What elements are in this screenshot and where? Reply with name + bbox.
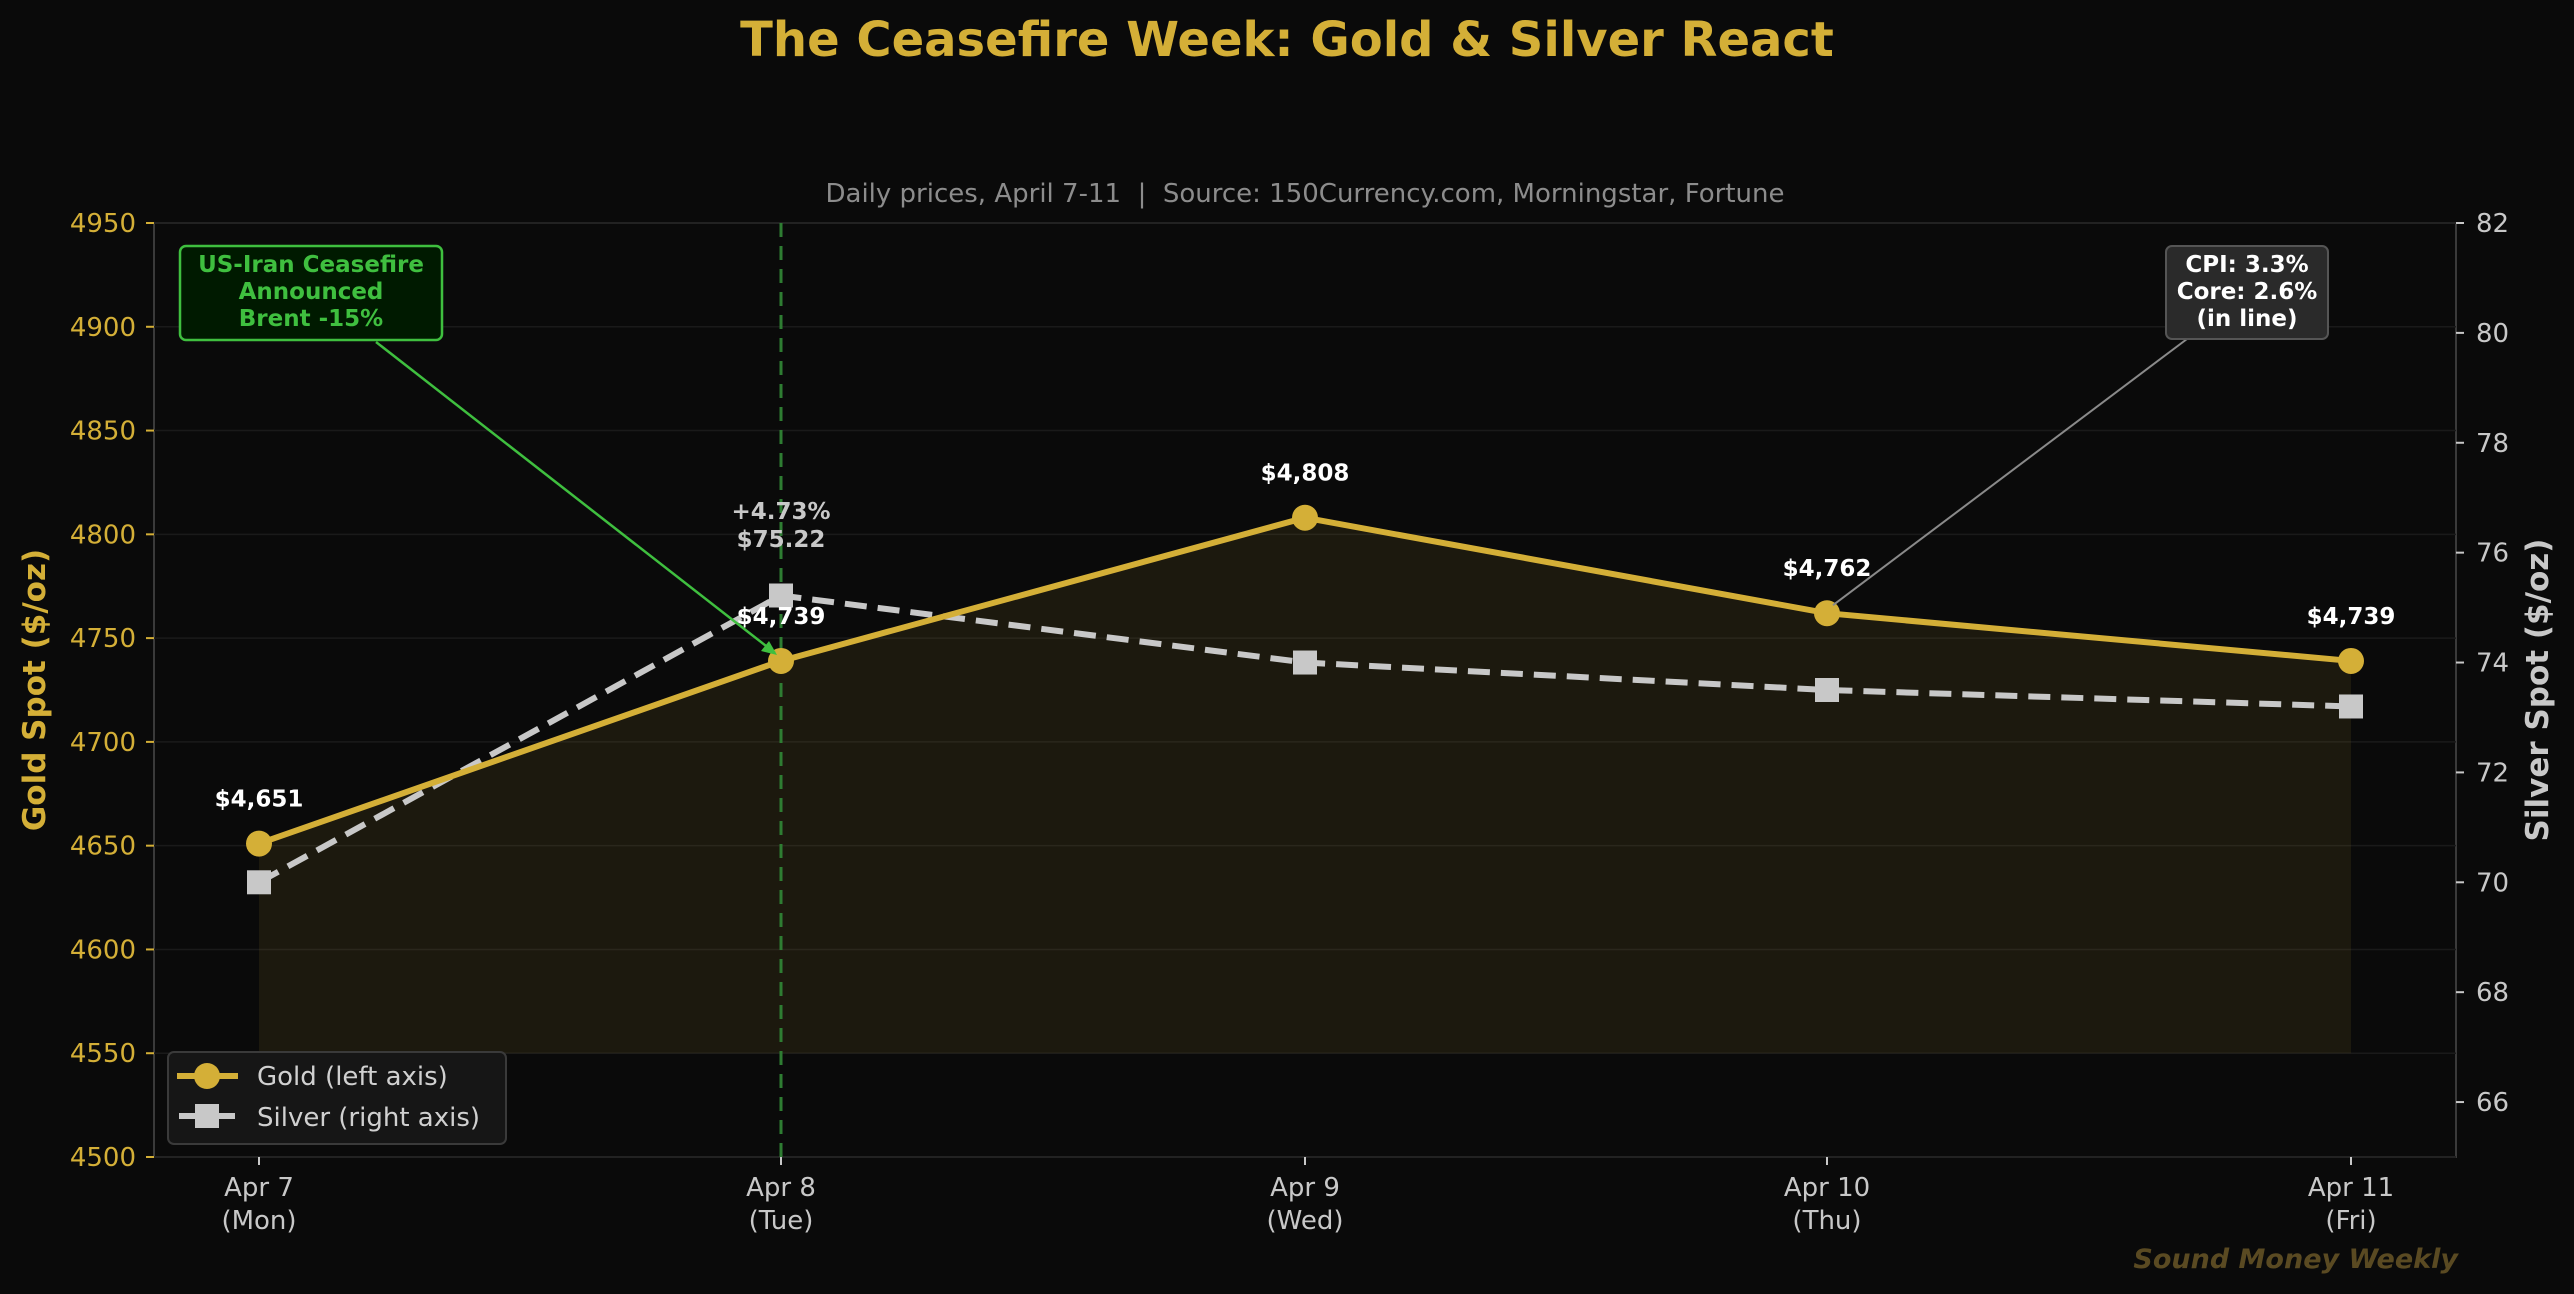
- legend-gold-label: Gold (left axis): [257, 1062, 448, 1092]
- silver-point: [247, 870, 271, 895]
- gold-point: [2338, 647, 2364, 674]
- gold-point: [1292, 504, 1318, 531]
- y-axis-label-right: Silver Spot ($/oz): [2520, 539, 2556, 842]
- ceasefire-annotation-box: [178, 244, 444, 342]
- y2-tick-label: 68: [2476, 978, 2509, 1008]
- silver-point: [1815, 678, 1839, 702]
- legend-gold-marker: [194, 1063, 220, 1089]
- arrow-head-icon: [761, 640, 777, 655]
- y2-tick-label: 76: [2476, 539, 2509, 569]
- chart-title: The Ceasefire Week: Gold & Silver React: [740, 12, 1834, 68]
- y2-tick-label: 82: [2476, 209, 2509, 239]
- y2-tick-label: 66: [2476, 1088, 2509, 1118]
- chart-subtitle: Daily prices, April 7-11 | Source: 150Cu…: [826, 179, 1785, 209]
- gold-data-label: $4,808: [1261, 461, 1350, 487]
- gold-point: [1814, 600, 1840, 627]
- cpi-annotation-text: Core: 2.6%: [2177, 279, 2318, 305]
- y-axis-label-left: Gold Spot ($/oz): [17, 549, 53, 831]
- y2-tick-label: 72: [2476, 758, 2509, 788]
- cpi-annotation-box: [2165, 245, 2329, 340]
- cpi-annotation-text: CPI: 3.3%: [2185, 252, 2308, 278]
- silver-point: [2339, 694, 2363, 719]
- ceasefire-annotation-text: Announced: [239, 279, 384, 305]
- x-tick-label: Apr 11: [2308, 1173, 2394, 1203]
- y-tick-label: 4500: [70, 1143, 136, 1173]
- x-tick-label: Apr 8: [746, 1173, 816, 1203]
- legend: [167, 1051, 507, 1145]
- legend-silver-label: Silver (right axis): [257, 1103, 480, 1133]
- y-tick-label: 4650: [70, 832, 136, 862]
- y-tick-label: 4550: [70, 1039, 136, 1069]
- y2-tick-label: 78: [2476, 429, 2509, 459]
- cpi-arrow: [1832, 338, 2188, 607]
- y2-tick-label: 80: [2476, 319, 2509, 349]
- ceasefire-arrow: [375, 341, 776, 654]
- x-tick-label: Apr 7: [224, 1173, 294, 1203]
- gold-point: [246, 830, 272, 857]
- y-tick-label: 4850: [70, 417, 136, 447]
- y-tick-label: 4800: [70, 520, 136, 550]
- ceasefire-annotation-text: Brent -15%: [239, 306, 383, 332]
- gold-data-label: $4,762: [1783, 556, 1872, 582]
- y2-tick-label: 70: [2476, 868, 2509, 898]
- ceasefire-annotation-text: US-Iran Ceasefire: [198, 252, 424, 278]
- x-tick-sublabel: (Wed): [1267, 1206, 1344, 1236]
- gold-point: [768, 647, 794, 674]
- silver-price-label: $75.22: [737, 527, 826, 553]
- gold-data-label: $4,739: [2307, 604, 2396, 630]
- x-tick-label: Apr 9: [1270, 1173, 1340, 1203]
- legend-silver-marker: [195, 1104, 219, 1128]
- x-tick-sublabel: (Tue): [749, 1206, 814, 1236]
- x-tick-sublabel: (Thu): [1792, 1206, 1861, 1236]
- y-tick-label: 4700: [70, 728, 136, 758]
- silver-point: [1293, 650, 1317, 675]
- y-tick-label: 4750: [70, 624, 136, 654]
- x-tick-label: Apr 10: [1784, 1173, 1870, 1203]
- y2-tick-label: 74: [2476, 649, 2509, 679]
- y-tick-label: 4950: [70, 209, 136, 239]
- plot-area: 4500 4550 4600 4650 4700 4750 4800 4850 4900 4950…: [70, 209, 2509, 1236]
- cpi-annotation-text: (in line): [2196, 306, 2297, 332]
- gold-data-label: $4,739: [737, 604, 826, 630]
- plot-frame: [153, 222, 2457, 1158]
- gold-data-label: $4,651: [215, 787, 304, 813]
- silver-point: [769, 583, 793, 608]
- watermark: Sound Money Weekly: [2133, 1244, 2459, 1275]
- y-tick-label: 4900: [70, 313, 136, 343]
- x-tick-sublabel: (Mon): [221, 1206, 296, 1236]
- y-tick-label: 4600: [70, 935, 136, 965]
- silver-change-label: +4.73%: [731, 499, 830, 525]
- x-tick-sublabel: (Fri): [2325, 1206, 2376, 1236]
